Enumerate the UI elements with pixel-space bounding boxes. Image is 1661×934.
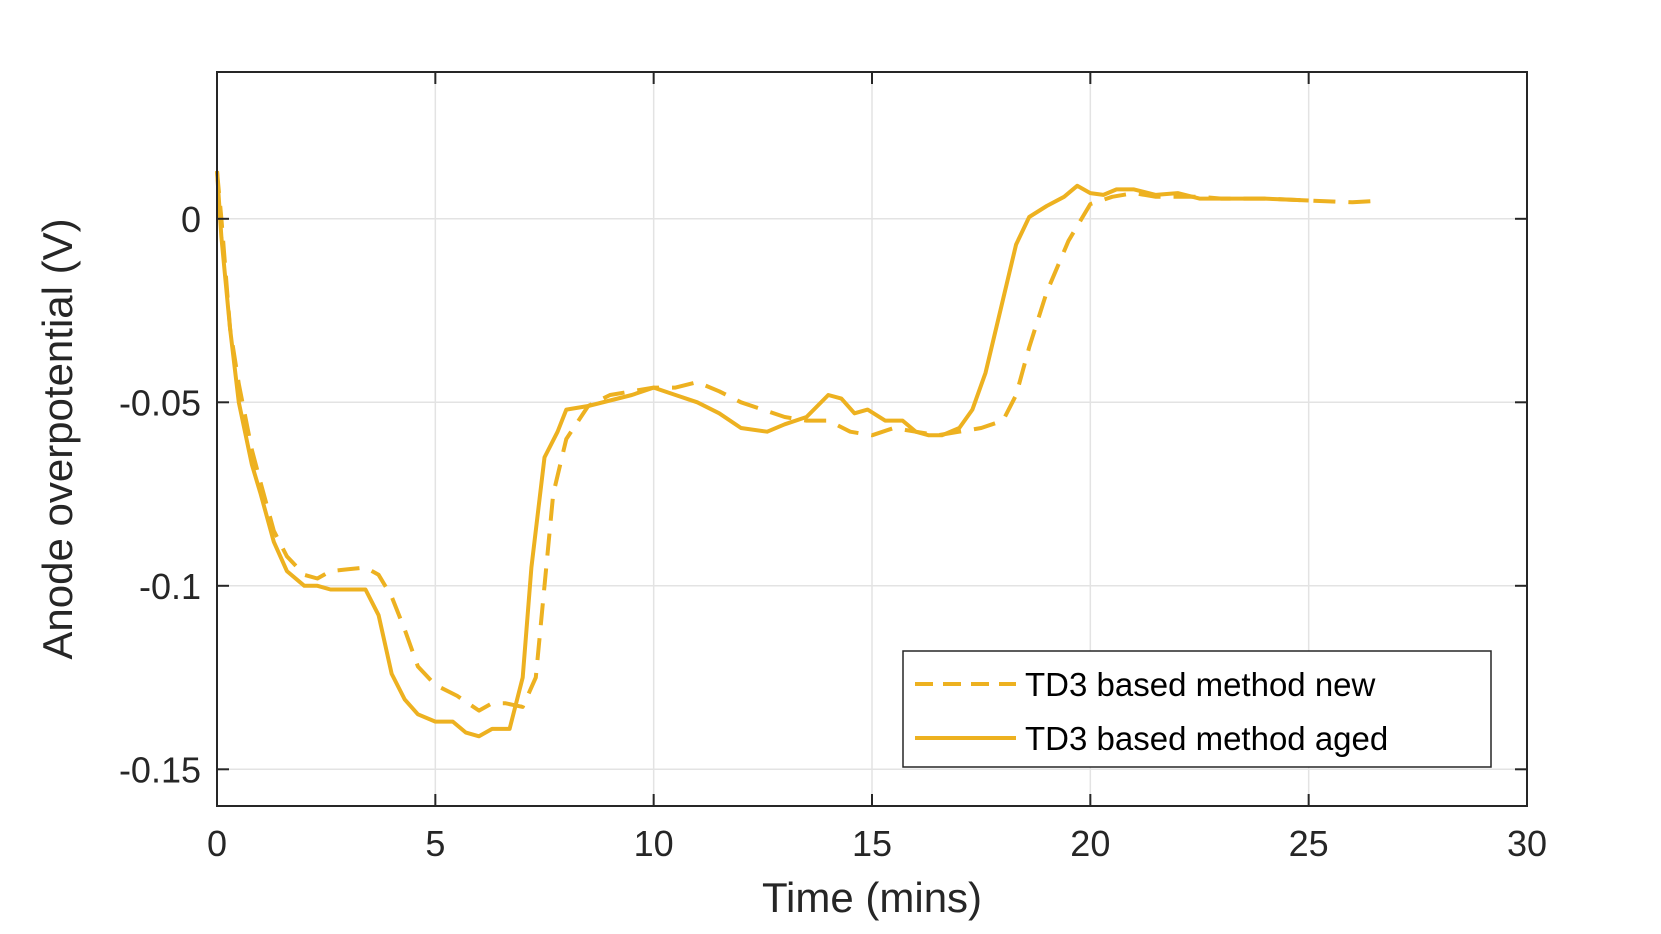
- x-tick-label: 25: [1289, 823, 1329, 864]
- legend-box: [902, 650, 1492, 768]
- x-tick-label: 0: [207, 823, 227, 864]
- grid: [217, 72, 1527, 806]
- x-tick-label: 30: [1507, 823, 1547, 864]
- legend: TD3 based method new TD3 based method ag…: [902, 650, 1492, 768]
- series-line-aged: [215, 170, 1309, 739]
- y-axis-label: Anode overpotential (V): [34, 218, 81, 659]
- y-tick-label: -0.1: [139, 566, 201, 607]
- legend-entry-aged: TD3 based method aged: [1025, 720, 1388, 757]
- y-tick-label: -0.15: [119, 749, 201, 790]
- x-tick-label: 10: [634, 823, 674, 864]
- ticks: 0 5 10 15 20 25 30 0 -0.05 -0.1 -0.15: [119, 72, 1547, 864]
- x-axis-label: Time (mins): [762, 874, 982, 921]
- x-tick-label: 15: [852, 823, 892, 864]
- x-tick-label: 20: [1070, 823, 1110, 864]
- series-line-new: [215, 170, 1384, 713]
- series-layer: [215, 170, 1384, 739]
- y-tick-label: 0: [181, 199, 201, 240]
- x-tick-label: 5: [425, 823, 445, 864]
- y-tick-label: -0.05: [119, 382, 201, 423]
- legend-entry-new: TD3 based method new: [1025, 666, 1376, 703]
